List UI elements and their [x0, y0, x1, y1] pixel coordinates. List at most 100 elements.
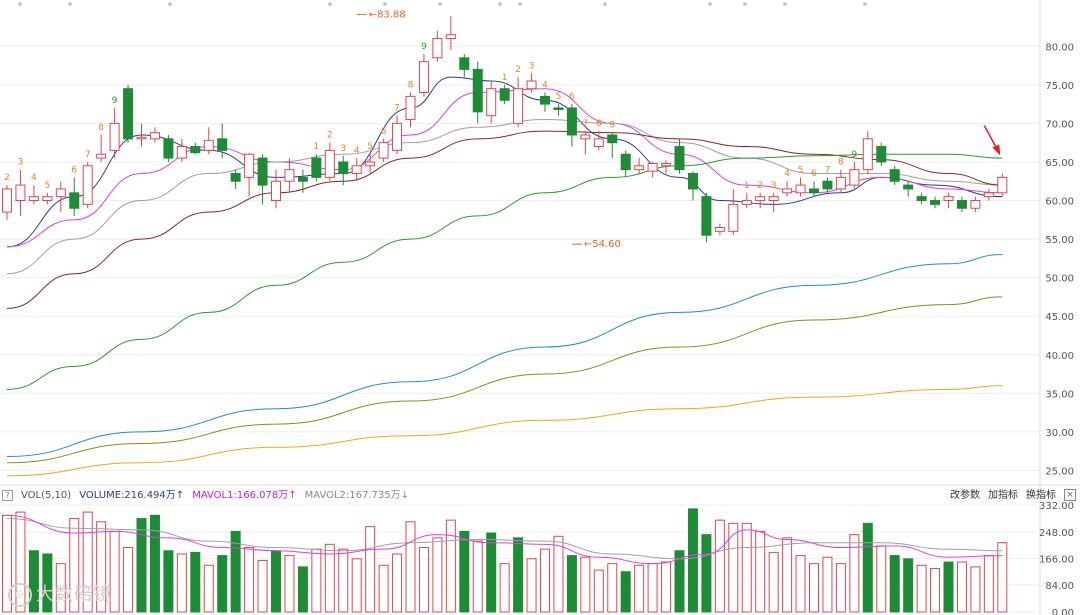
- td-label: 3: [529, 61, 535, 71]
- volume-bar: [983, 555, 994, 613]
- td-label: 3: [340, 144, 346, 154]
- volume-bar: [69, 518, 80, 613]
- volume-bar: [190, 551, 201, 613]
- volume-bar: [768, 551, 779, 613]
- volume-bar: [687, 508, 698, 613]
- candle-body: [271, 180, 281, 202]
- volume-bar: [499, 563, 510, 613]
- candle-body: [230, 173, 241, 182]
- price-tick-label: 55.00: [1045, 235, 1074, 246]
- candle-body: [540, 95, 550, 105]
- watermark-logo-icon: ◎: [8, 583, 32, 607]
- price-grid: [0, 45, 1040, 471]
- candle-body: [930, 200, 941, 205]
- price-tick-label: 45.00: [1045, 312, 1074, 323]
- volume-bar: [96, 521, 107, 613]
- volume-bar: [741, 522, 752, 613]
- candle-body: [647, 162, 658, 172]
- candle-body: [297, 176, 308, 182]
- volume-bars: [2, 508, 1008, 613]
- volume-bar: [930, 567, 941, 613]
- candle-body: [782, 188, 793, 194]
- volume-bar: [176, 553, 187, 613]
- add-indicator-button[interactable]: 加指标: [988, 490, 1018, 501]
- volume-bar: [513, 537, 524, 613]
- volume-bar: [15, 511, 26, 613]
- candle-body: [432, 38, 443, 59]
- volume-bar: [647, 563, 658, 613]
- volume-bar: [970, 566, 981, 613]
- volume-bar: [338, 548, 349, 613]
- top-markers: * * * * * * * * * * * * *: [18, 1, 868, 12]
- top-marker: *: [783, 1, 788, 12]
- volume-bar: [418, 547, 429, 613]
- td-label: 2: [327, 131, 333, 141]
- candle-body: [728, 203, 739, 232]
- candle-body: [620, 153, 631, 171]
- volume-bar: [257, 559, 268, 613]
- price-tick-label: 40.00: [1045, 351, 1074, 362]
- volume-bar: [311, 548, 322, 613]
- volume-bar: [620, 571, 631, 613]
- candle-body: [795, 184, 806, 194]
- td-label: 7: [825, 165, 831, 175]
- candle-body: [55, 188, 66, 198]
- candle-body: [983, 192, 994, 198]
- td-label: 7: [85, 150, 91, 160]
- volume-tick-label: 84.00: [1045, 581, 1074, 592]
- volume-bar: [82, 511, 93, 613]
- candle-body: [351, 165, 362, 175]
- candle-body: [15, 184, 26, 202]
- volume-bar: [365, 526, 376, 613]
- ma-line-ma250: [6, 296, 1003, 464]
- volume-bar: [876, 545, 887, 613]
- volume-bar: [862, 522, 873, 613]
- volume-bar: [540, 548, 550, 613]
- mavol2-line: [6, 518, 1003, 560]
- ma-line-ma60: [6, 153, 1003, 390]
- candle-body: [136, 136, 147, 140]
- volume-bar: [835, 563, 846, 613]
- candle-body: [876, 146, 887, 163]
- candle-body: [809, 188, 819, 194]
- price-tick-label: 65.00: [1045, 158, 1074, 169]
- volume-bar: [271, 550, 281, 613]
- volume-bar: [472, 540, 483, 613]
- volume-bar: [432, 537, 443, 613]
- td-label: 2: [757, 181, 763, 191]
- help-icon[interactable]: ?: [2, 489, 13, 501]
- volume-bar: [284, 555, 295, 613]
- volume-bar: [392, 553, 403, 613]
- candle-body: [593, 138, 604, 148]
- top-marker: *: [438, 1, 443, 12]
- change-params-button[interactable]: 改参数: [950, 490, 980, 501]
- candle-body: [392, 122, 403, 151]
- candle-body: [418, 61, 429, 94]
- candle-body: [311, 157, 322, 178]
- indicator-name: VOL(5,10): [21, 490, 72, 501]
- candle-body: [257, 157, 268, 186]
- close-icon[interactable]: ×: [1064, 489, 1076, 501]
- volume-bar: [149, 514, 160, 613]
- volume-bar: [580, 556, 591, 613]
- volume-tick-label: 332.00: [1039, 501, 1074, 512]
- volume-bar: [230, 530, 241, 613]
- top-marker: *: [603, 1, 608, 12]
- candle-body: [499, 88, 510, 101]
- candle-body: [553, 107, 564, 111]
- candle-body: [997, 176, 1008, 194]
- candle-body: [109, 122, 120, 151]
- top-marker: *: [518, 1, 523, 12]
- td-label: 7: [394, 104, 400, 114]
- volume-bar: [203, 564, 214, 613]
- candle-body: [123, 88, 134, 140]
- price-tick-label: 25.00: [1045, 466, 1074, 477]
- switch-indicator-button[interactable]: 换指标: [1026, 490, 1056, 501]
- candle-body: [566, 107, 577, 136]
- volume-bar: [217, 555, 228, 613]
- volume-bar: [889, 555, 900, 613]
- mavol1-value: MAVOL1:166.078万↑: [192, 490, 297, 501]
